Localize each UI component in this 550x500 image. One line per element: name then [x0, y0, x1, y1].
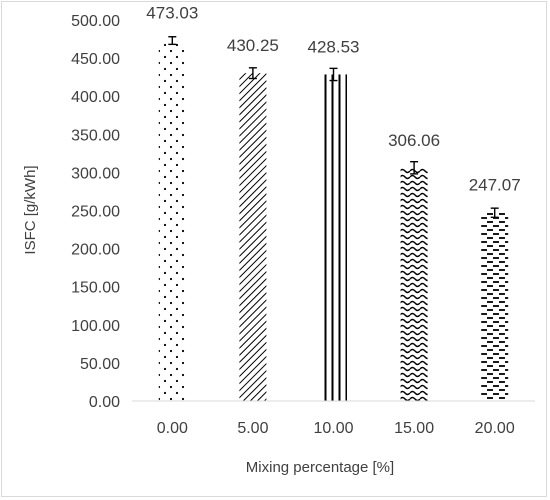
y-tick-label: 250.00: [71, 204, 120, 221]
bar: [320, 74, 347, 401]
data-label: 473.03: [146, 4, 198, 23]
bar: [481, 212, 509, 401]
y-tick-label: 300.00: [71, 165, 120, 182]
y-tick-label: 400.00: [71, 89, 120, 106]
bar: [239, 73, 267, 401]
x-axis: 0.00 5.00 10.00 15.00 20.00: [157, 420, 515, 437]
y-tick-label: 500.00: [71, 13, 120, 30]
x-tick-label: 10.00: [313, 420, 353, 437]
error-bar: [329, 67, 338, 82]
y-tick-label: 350.00: [71, 127, 120, 144]
data-label: 306.06: [388, 131, 440, 150]
data-label: 247.07: [469, 176, 521, 195]
x-tick-label: 20.00: [475, 420, 515, 437]
y-tick-label: 200.00: [71, 242, 120, 259]
y-tick-label: 100.00: [71, 318, 120, 335]
x-tick-label: 0.00: [157, 420, 188, 437]
data-label: 428.53: [308, 37, 360, 56]
bars: 473.03 430.25 428.53 306.06 247.07: [146, 4, 521, 401]
y-tick-label: 450.00: [71, 51, 120, 68]
y-tick-label: 0.00: [89, 394, 120, 411]
x-tick-label: 15.00: [394, 420, 434, 437]
x-axis-title: Mixing percentage [%]: [246, 459, 394, 476]
y-axis: 0.00 50.00 100.00 150.00 200.00 250.00 300.00 3…: [71, 13, 120, 411]
data-label: 430.25: [227, 36, 279, 55]
error-bar: [410, 160, 419, 175]
error-bar: [248, 67, 257, 80]
x-tick-label: 5.00: [237, 420, 268, 437]
error-bar: [490, 207, 499, 219]
bar: [400, 167, 428, 401]
error-bar: [168, 36, 177, 46]
y-tick-label: 50.00: [80, 356, 120, 373]
bar: [158, 40, 186, 401]
y-tick-label: 150.00: [71, 280, 120, 297]
y-axis-title: ISFC [g/kWh]: [22, 165, 39, 254]
